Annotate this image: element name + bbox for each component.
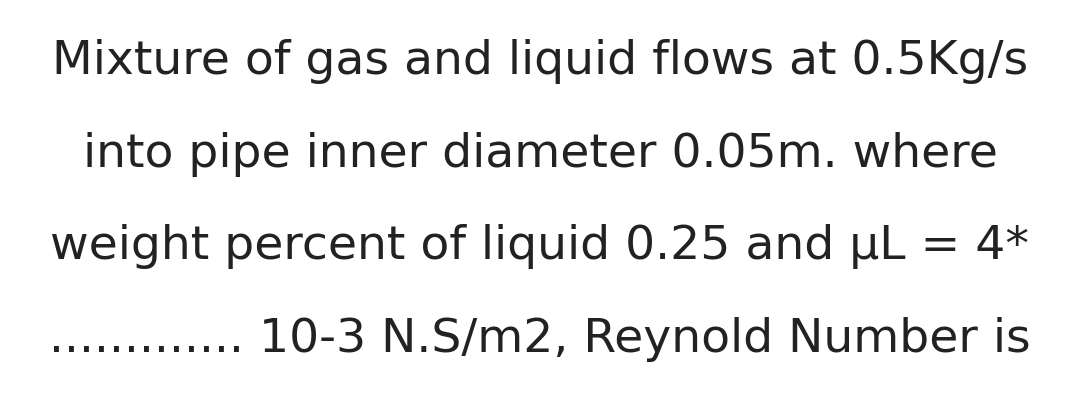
Text: into pipe inner diameter 0.05m. where: into pipe inner diameter 0.05m. where	[82, 132, 998, 177]
Text: weight percent of liquid 0.25 and μL = 4*: weight percent of liquid 0.25 and μL = 4…	[51, 224, 1029, 269]
Text: Mixture of gas and liquid flows at 0.5Kg/s: Mixture of gas and liquid flows at 0.5Kg…	[52, 39, 1028, 84]
Text: ............. 10-3 N.S/m2, Reynold Number is: ............. 10-3 N.S/m2, Reynold Numbe…	[50, 317, 1030, 362]
